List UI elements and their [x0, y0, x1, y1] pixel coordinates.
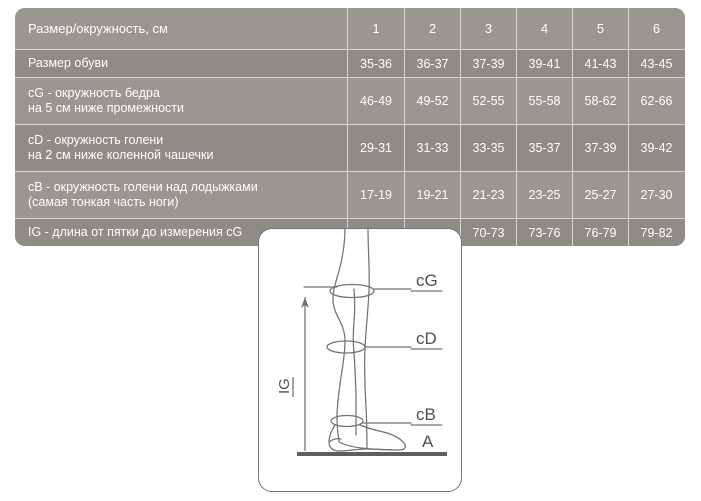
ground-bar: [297, 452, 447, 456]
size-chart-table: Размер/окружность, см 1 2 3 4 5 6 Размер…: [15, 8, 685, 246]
label-cb: cB: [416, 405, 436, 424]
table-cell: 62-66: [628, 78, 684, 124]
table-cell: 27-30: [628, 172, 684, 218]
table-header-row: Размер/окружность, см 1 2 3 4 5 6: [15, 8, 685, 49]
table-cell: 39-42: [628, 125, 684, 171]
ig-dimension-group: [292, 297, 309, 451]
table-row: Размер обуви 35-36 36-37 37-39 39-41 41-…: [15, 49, 685, 77]
table-row: cG - окружность бедра на 5 см ниже проме…: [15, 77, 685, 124]
column-header-1: 1: [372, 21, 380, 36]
row-value-group: 35-36 36-37 37-39 39-41 41-43 43-45: [347, 50, 685, 77]
table-cell: 35-37: [516, 125, 572, 171]
label-cd: cD: [416, 329, 437, 348]
table-cell: 70-73: [460, 219, 516, 246]
table-cell: 25-27: [572, 172, 628, 218]
table-cell: 52-55: [460, 78, 516, 124]
table-cell: 58-62: [572, 78, 628, 124]
row-label: cG - окружность бедра на 5 см ниже проме…: [28, 86, 184, 115]
label-cg: cG: [416, 271, 438, 290]
table-cell: 23-25: [516, 172, 572, 218]
table-cell: 39-41: [516, 50, 572, 77]
foot-arch-line: [338, 441, 394, 451]
ig-arrow-head: [301, 297, 309, 308]
column-header-4: 4: [516, 8, 572, 49]
table-cell: 17-19: [360, 188, 392, 202]
table-row: cB - окружность голени над лодыжками (са…: [15, 171, 685, 218]
table-cell: 55-58: [516, 78, 572, 124]
front-leg-outline-right: [352, 288, 357, 436]
heel-detail: [328, 438, 342, 443]
table-cell: 33-35: [460, 125, 516, 171]
column-header-6: 6: [628, 8, 684, 49]
table-cell: 37-39: [572, 125, 628, 171]
rear-leg-outline: [363, 229, 370, 450]
table-cell: 46-49: [360, 94, 392, 108]
front-leg-outline-left: [332, 229, 346, 442]
column-header-5: 5: [572, 8, 628, 49]
table-cell: 19-21: [404, 172, 460, 218]
row-value-group: 46-49 49-52 52-55 55-58 58-62 62-66: [347, 78, 685, 124]
table-row: IG - длина от пятки до измерения cG 64-6…: [15, 218, 685, 246]
table-cell: 73-76: [516, 219, 572, 246]
column-header-3: 3: [460, 8, 516, 49]
row-label: cB - окружность голени над лодыжками (са…: [28, 180, 258, 209]
table-row: cD - окружность голени на 2 см ниже коле…: [15, 124, 685, 171]
label-ig: IG: [276, 378, 293, 394]
table-cell: 37-39: [460, 50, 516, 77]
row-value-group: 29-31 31-33 33-35 35-37 37-39 39-42: [347, 125, 685, 171]
header-column-group: 1 2 3 4 5 6: [347, 8, 685, 49]
row-value-group: 17-19 19-21 21-23 23-25 25-27 27-30: [347, 172, 685, 218]
leg-diagram-svg: cG cD cB A IG: [276, 229, 447, 456]
row-label: Размер обуви: [28, 56, 109, 70]
cg-measure-ring: [329, 283, 375, 299]
table-cell: 41-43: [572, 50, 628, 77]
header-label-cell: Размер/окружность, см: [28, 21, 168, 36]
row-label: IG - длина от пятки до измерения cG: [28, 225, 243, 239]
cd-measure-ring: [326, 340, 366, 354]
leg-measurement-diagram: cG cD cB A IG: [258, 228, 462, 492]
cb-measure-ring: [330, 414, 364, 428]
table-cell: 49-52: [404, 78, 460, 124]
table-cell: 36-37: [404, 50, 460, 77]
table-cell: 43-45: [628, 50, 684, 77]
table-cell: 31-33: [404, 125, 460, 171]
table-cell: 79-82: [628, 219, 684, 246]
label-a: A: [422, 432, 434, 451]
column-header-2: 2: [404, 8, 460, 49]
table-cell: 29-31: [360, 141, 392, 155]
row-label: cD - окружность голени на 2 см ниже коле…: [28, 133, 214, 162]
table-cell: 76-79: [572, 219, 628, 246]
table-cell: 35-36: [360, 56, 392, 71]
table-cell: 21-23: [460, 172, 516, 218]
